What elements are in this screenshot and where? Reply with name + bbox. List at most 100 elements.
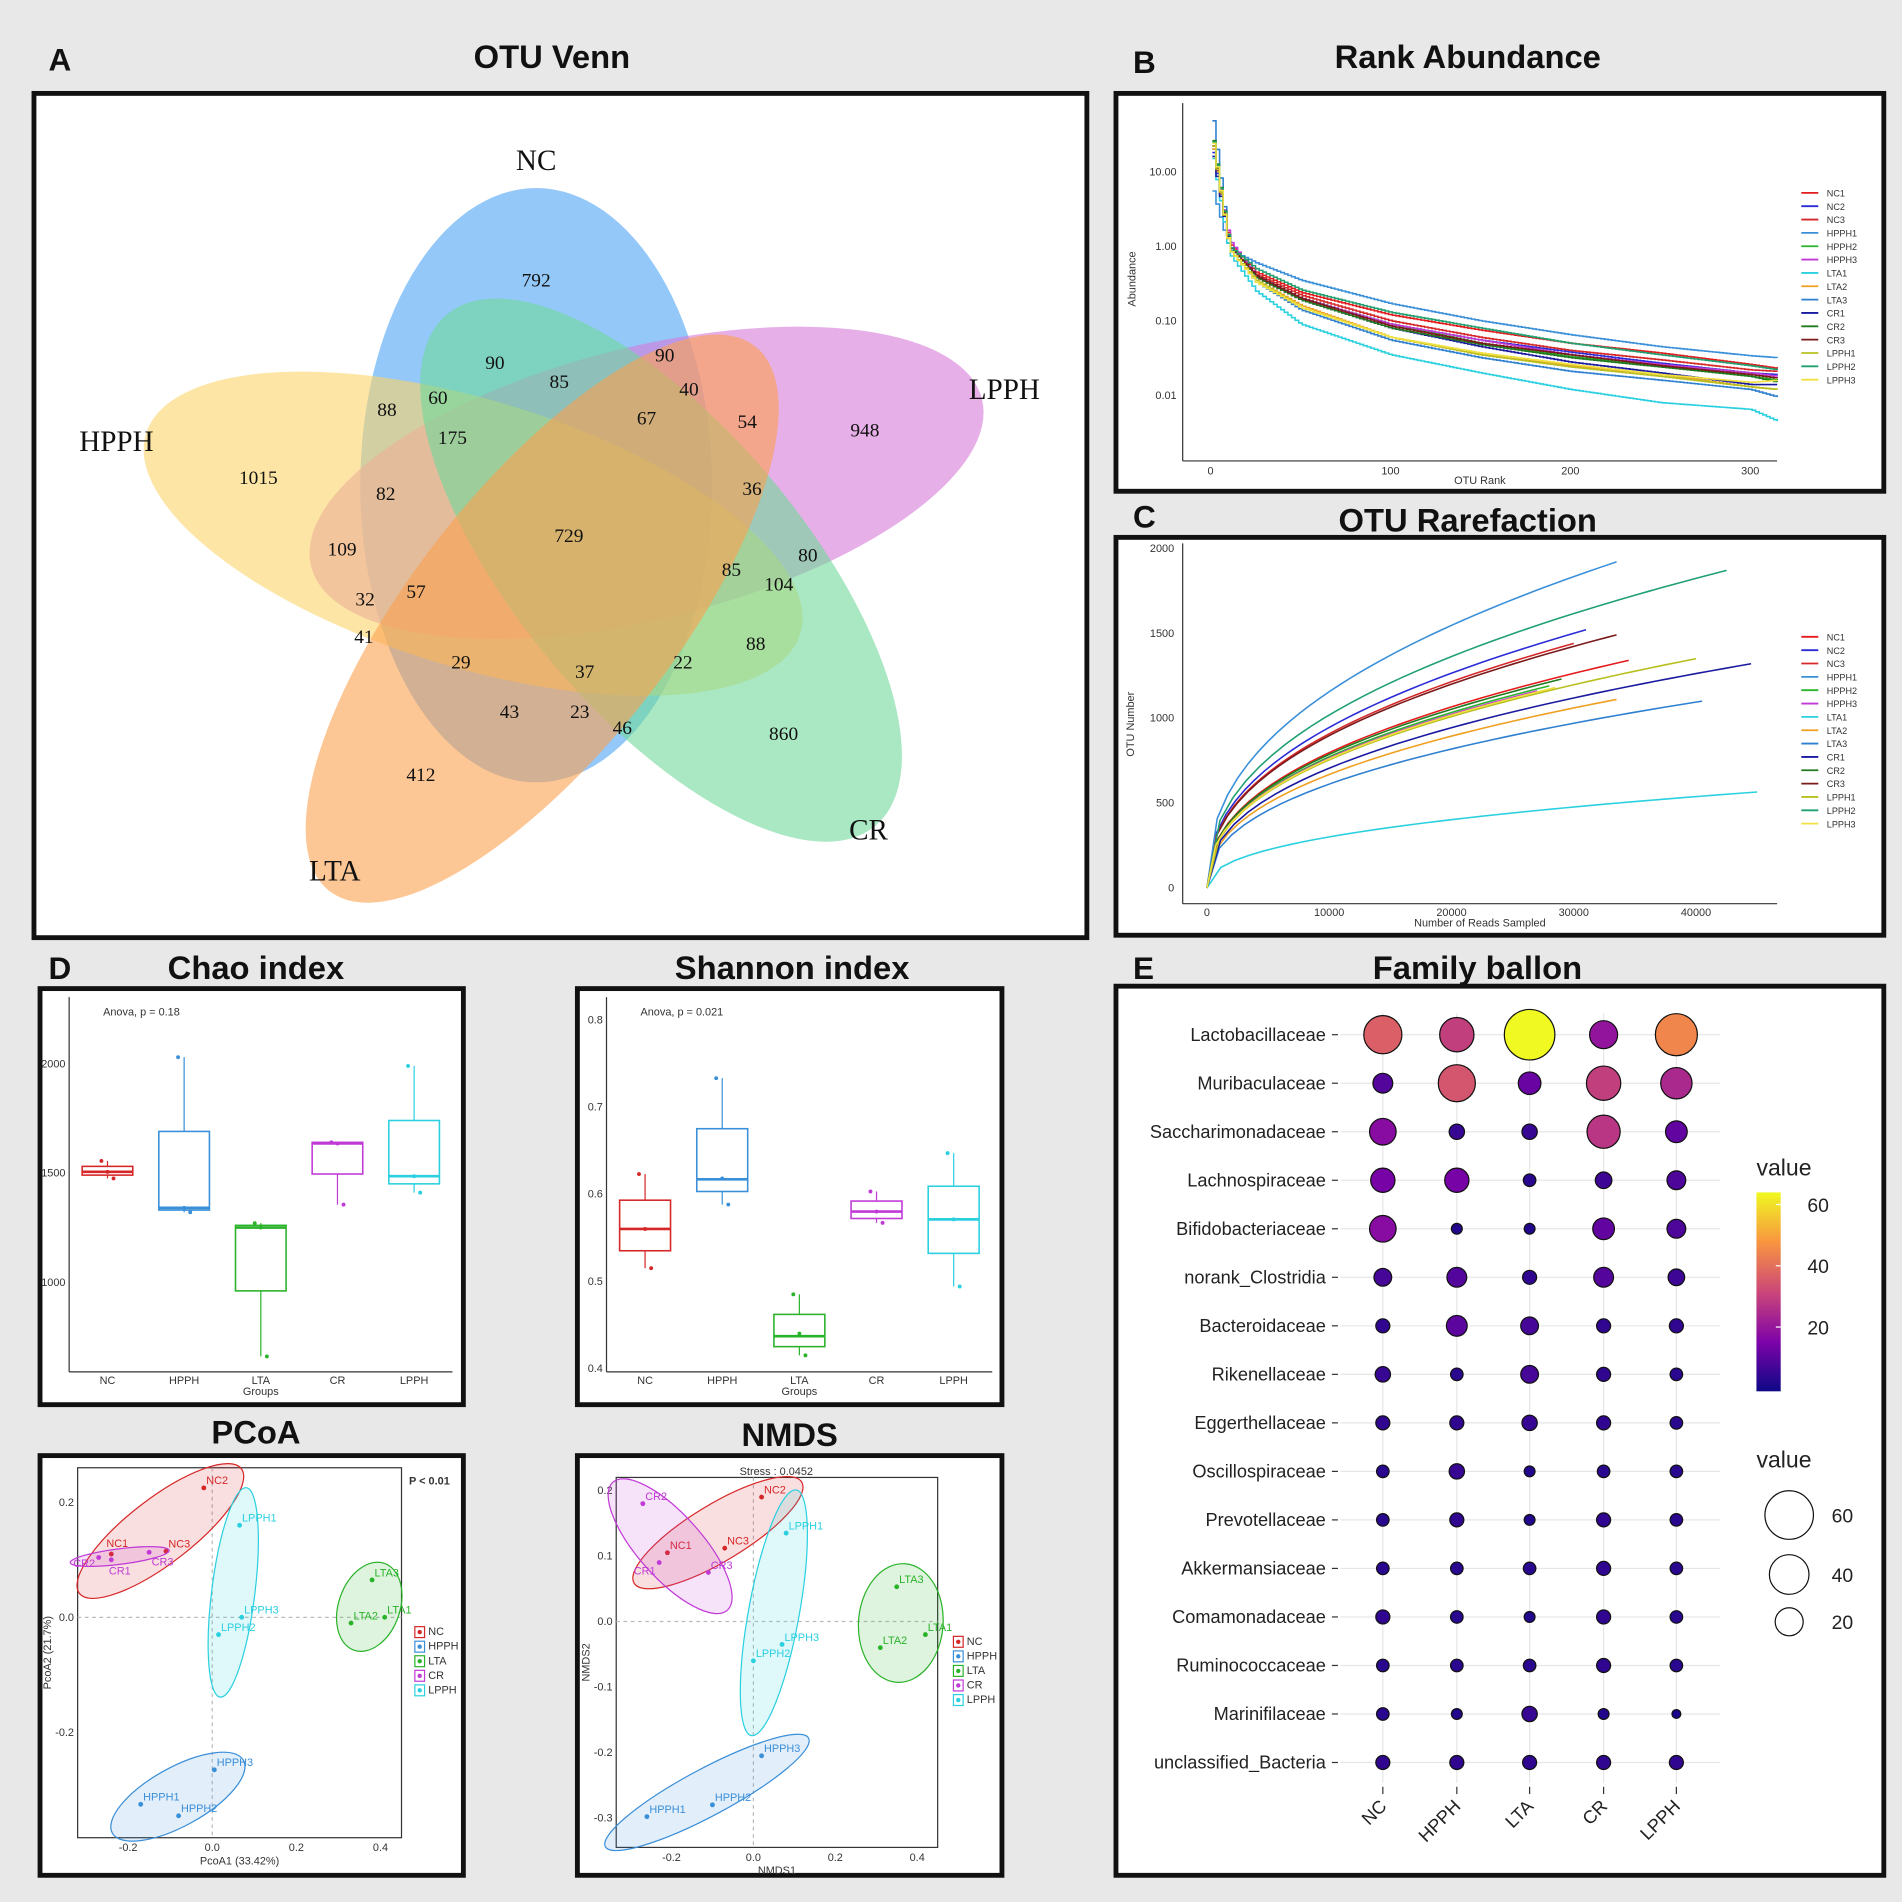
balloon-Bacteroidaceae-HPPH — [1445, 1314, 1468, 1337]
row-label: Lactobacillaceae — [1190, 1025, 1326, 1045]
panel-label-c: C — [1133, 499, 1156, 535]
data-point — [791, 1292, 796, 1297]
legend-label: CR1 — [1827, 753, 1845, 763]
row-label: Bacteroidaceae — [1199, 1316, 1325, 1336]
point-label: HPPH2 — [181, 1803, 217, 1815]
data-point-NC1 — [664, 1550, 670, 1556]
balloon-Marinifilaceae-HPPH — [1450, 1707, 1463, 1721]
venn-count: 32 — [355, 589, 374, 610]
balloon-Eggerthellaceae-LPPH — [1669, 1415, 1684, 1430]
shannon-boxplot: 0.4 0.5 0.6 0.7 0.8 Anova, p = 0.021 NC HPPH LTA… — [588, 997, 993, 1398]
data-point — [329, 1140, 334, 1145]
series-line-HPPH1 — [1212, 190, 1779, 359]
data-point-LTA2 — [348, 1620, 354, 1626]
group-ellipse-LPPH — [739, 1489, 809, 1737]
x-axis-label: Groups — [781, 1386, 817, 1398]
nmds-title: NMDS — [741, 1416, 837, 1453]
balloon-Prevotellaceae-LPPH — [1669, 1513, 1684, 1527]
data-point-LPPH3 — [779, 1641, 785, 1647]
balloon-Comamonadaceae-NC — [1375, 1609, 1391, 1625]
data-point-CR2 — [640, 1501, 646, 1507]
stress-annotation: Stress : 0.0452 — [740, 1466, 813, 1478]
venn-count: 175 — [438, 428, 467, 449]
rarefaction-panel-frame — [1113, 534, 1887, 938]
x-tick-label: 0 — [1204, 907, 1210, 919]
venn-set-label: LPPH — [969, 374, 1040, 406]
legend-marker — [956, 1668, 961, 1674]
x-tick-label: 300 — [1741, 465, 1759, 477]
y-axis-label: NMDS2 — [581, 1643, 593, 1681]
group-ellipse-CR — [69, 1546, 170, 1568]
data-point — [182, 1205, 187, 1210]
data-point-HPPH3 — [211, 1767, 217, 1773]
point-label: HPPH2 — [715, 1792, 751, 1804]
balloon-Akkermansiaceae-LPPH — [1669, 1561, 1684, 1576]
balloon-Lachnospiraceae-HPPH — [1444, 1167, 1470, 1193]
point-label: NC1 — [106, 1538, 128, 1550]
balloon-Bacteroidaceae-NC — [1375, 1318, 1391, 1334]
legend-label: HPPH3 — [1827, 255, 1857, 265]
row-label: Bifidobacteriaceae — [1176, 1219, 1326, 1239]
data-point — [957, 1284, 962, 1289]
anova-annotation: Anova, p = 0.18 — [103, 1006, 180, 1018]
balloon-Ruminococcaceae-LPPH — [1669, 1658, 1684, 1673]
x-tick-label: 10000 — [1314, 907, 1344, 919]
legend-label: NC1 — [1827, 632, 1845, 642]
data-point-LPPH1 — [783, 1530, 789, 1536]
balloon-Marinifilaceae-LTA — [1521, 1705, 1538, 1723]
balloon-Eggerthellaceae-NC — [1375, 1415, 1391, 1431]
series-line-NC1 — [1212, 145, 1779, 369]
size-legend-tick: 40 — [1832, 1565, 1854, 1587]
point-label: HPPH1 — [143, 1792, 179, 1804]
balloon-Bifidobacteriaceae-NC — [1368, 1214, 1397, 1243]
point-label: LPPH2 — [756, 1648, 791, 1660]
x-tick-label: LTA — [252, 1375, 271, 1387]
venn-set-lta — [305, 334, 779, 903]
balloon-Prevotellaceae-LTA — [1523, 1513, 1536, 1526]
panel-label-a: A — [49, 41, 72, 77]
series-line-LTA1 — [1212, 157, 1779, 422]
venn-count: 37 — [575, 662, 595, 683]
point-label: LPPH1 — [789, 1520, 824, 1532]
balloon-Lachnospiraceae-NC — [1370, 1167, 1396, 1193]
venn-title: OTU Venn — [474, 38, 631, 75]
venn-count: 43 — [500, 702, 519, 723]
legend-label: LTA1 — [1827, 269, 1847, 279]
box-LTA — [773, 1313, 826, 1348]
nmds-panel-frame — [574, 1453, 1005, 1878]
x-tick-label: 0.0 — [746, 1852, 761, 1864]
point-label: LTA1 — [928, 1622, 952, 1634]
series-line-LTA2 — [1206, 698, 1617, 889]
chao-title: Chao index — [168, 949, 345, 986]
group-ellipse-HPPH — [110, 1751, 246, 1842]
point-label: NC2 — [206, 1475, 228, 1487]
data-point — [868, 1189, 873, 1194]
y-tick-label: 0.8 — [588, 1014, 603, 1026]
venn-count: 82 — [376, 484, 395, 505]
balloon-Eggerthellaceae-HPPH — [1449, 1415, 1465, 1431]
venn-diagram: NC LPPH HPPH CR LTA 792 90 90 85 40 88 60 67 54 175 948… — [79, 145, 1040, 903]
data-point-CR3 — [705, 1569, 711, 1575]
chao-panel-frame — [37, 986, 466, 1408]
series-line-LPPH3 — [1212, 142, 1779, 383]
balloon-unclassified_Bacteria-CR — [1595, 1754, 1612, 1771]
y-tick-label: 0.7 — [588, 1102, 603, 1114]
point-label: CR1 — [109, 1565, 131, 1577]
legend-marker — [956, 1654, 961, 1659]
balloon-Rikenellaceae-LPPH — [1669, 1367, 1684, 1382]
row-label: Eggerthellaceae — [1194, 1413, 1325, 1433]
venn-set-label: LTA — [309, 856, 361, 888]
y-tick-label: 0.5 — [588, 1276, 603, 1288]
series-line-CR2 — [1206, 678, 1562, 889]
balloon-Oscillospiraceae-HPPH — [1448, 1463, 1466, 1480]
legend-label: NC2 — [1827, 646, 1845, 656]
point-label: NC3 — [727, 1536, 749, 1548]
legend-label: HPPH1 — [1827, 229, 1857, 239]
balloon-unclassified_Bacteria-LTA — [1521, 1754, 1538, 1771]
balloon-Bacteroidaceae-CR — [1595, 1318, 1612, 1334]
x-tick-label: 100 — [1381, 465, 1399, 477]
color-legend-tick: 60 — [1807, 1195, 1829, 1217]
legend-label: NC3 — [1827, 659, 1845, 669]
y-tick-label: 0.2 — [59, 1497, 74, 1509]
row-label: Saccharimonadaceae — [1150, 1122, 1326, 1142]
